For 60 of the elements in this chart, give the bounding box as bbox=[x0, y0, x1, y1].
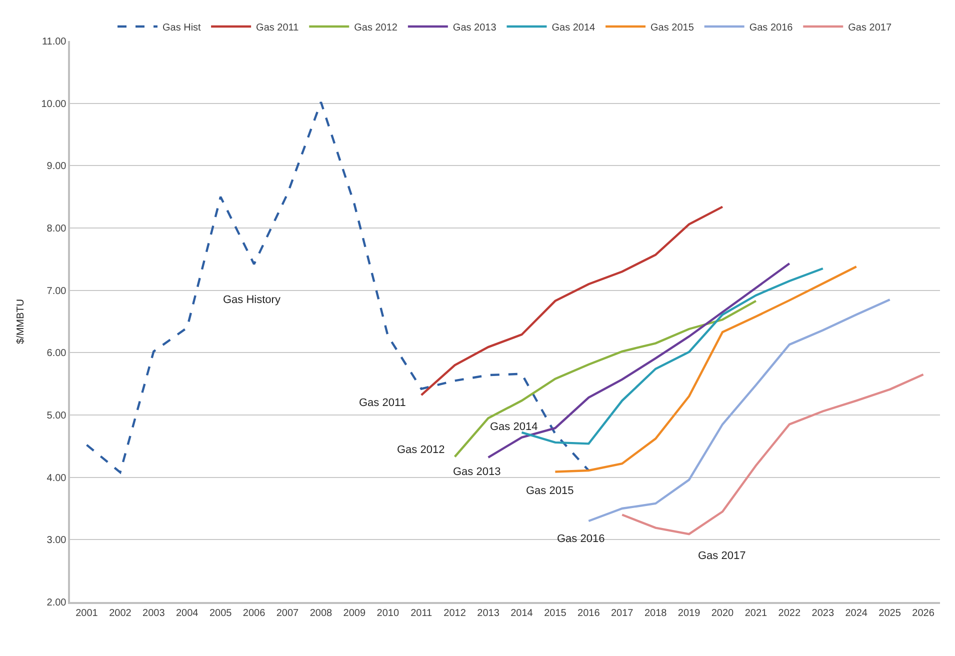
line-series bbox=[454, 300, 758, 458]
annotation: Gas 2014 bbox=[490, 421, 538, 433]
line-series bbox=[588, 298, 891, 522]
x-tick-label: 2011 bbox=[410, 608, 433, 619]
line-series bbox=[86, 100, 590, 474]
x-tick-label: 2005 bbox=[209, 608, 232, 619]
line-series bbox=[420, 206, 724, 396]
line-series bbox=[487, 262, 791, 458]
x-tick-label: 2007 bbox=[276, 608, 300, 619]
x-tick-label: 2018 bbox=[644, 608, 668, 619]
x-tick-label: 2025 bbox=[878, 608, 902, 619]
x-tick-label: 2014 bbox=[510, 608, 534, 619]
y-tick-label: 6.00 bbox=[46, 348, 67, 360]
y-tick-label: 7.00 bbox=[46, 286, 67, 297]
y-tick-label: 11.00 bbox=[42, 36, 67, 48]
legend-label: Gas Hist bbox=[162, 22, 202, 34]
x-tick-label: 2002 bbox=[109, 608, 132, 619]
x-tick-label: 2006 bbox=[242, 608, 266, 619]
x-tick-label: 2009 bbox=[343, 608, 366, 619]
legend-label: Gas 2012 bbox=[354, 22, 398, 34]
y-tick-label: 2.00 bbox=[46, 598, 67, 608]
legend-label: Gas 2017 bbox=[848, 22, 892, 34]
y-tick-label: 10.00 bbox=[41, 98, 67, 110]
y-tick-label: 9.00 bbox=[46, 161, 67, 172]
x-tick-label: 2015 bbox=[544, 608, 567, 619]
annotation: Gas 2017 bbox=[698, 550, 746, 562]
y-tick-label: 3.00 bbox=[46, 535, 67, 546]
x-tick-label: 2024 bbox=[845, 608, 868, 619]
x-tick-label: 2004 bbox=[176, 608, 199, 619]
annotation: Gas 2016 bbox=[557, 533, 605, 545]
line-series bbox=[621, 373, 924, 536]
legend-label: Gas 2014 bbox=[552, 22, 596, 34]
x-tick-label: 2019 bbox=[678, 608, 701, 619]
legend-label: Gas 2011 bbox=[256, 22, 300, 34]
x-tick-label: 2010 bbox=[376, 608, 400, 619]
line-series bbox=[554, 266, 858, 473]
legend-label: Gas 2013 bbox=[452, 22, 497, 34]
x-tick-label: 2003 bbox=[142, 608, 166, 619]
y-tick-label: 4.00 bbox=[46, 472, 67, 484]
annotation: Gas History bbox=[223, 294, 281, 306]
annotation: Gas 2011 bbox=[359, 397, 406, 409]
annotation: Gas 2015 bbox=[526, 485, 574, 497]
annotation: Gas 2013 bbox=[453, 466, 501, 478]
y-tick-label: 8.00 bbox=[46, 224, 67, 234]
x-tick-label: 2016 bbox=[578, 608, 600, 619]
x-tick-label: 2013 bbox=[477, 608, 500, 619]
y-tick-label: 5.00 bbox=[46, 410, 67, 422]
legend-label: Gas 2016 bbox=[749, 22, 794, 34]
x-tick-label: 2017 bbox=[610, 608, 634, 619]
x-tick-label: 2021 bbox=[744, 608, 768, 619]
x-tick-label: 2001 bbox=[76, 608, 98, 619]
x-tick-label: 2012 bbox=[444, 608, 466, 619]
x-tick-label: 2026 bbox=[912, 608, 935, 619]
x-tick-label: 2020 bbox=[711, 608, 734, 619]
x-tick-label: 2023 bbox=[812, 608, 834, 619]
x-tick-label: 2022 bbox=[778, 608, 801, 619]
y-axis-title: $/MMBTU bbox=[16, 299, 27, 344]
legend-label: Gas 2015 bbox=[650, 22, 694, 34]
x-tick-label: 2008 bbox=[310, 608, 333, 619]
annotation: Gas 2012 bbox=[397, 444, 445, 456]
